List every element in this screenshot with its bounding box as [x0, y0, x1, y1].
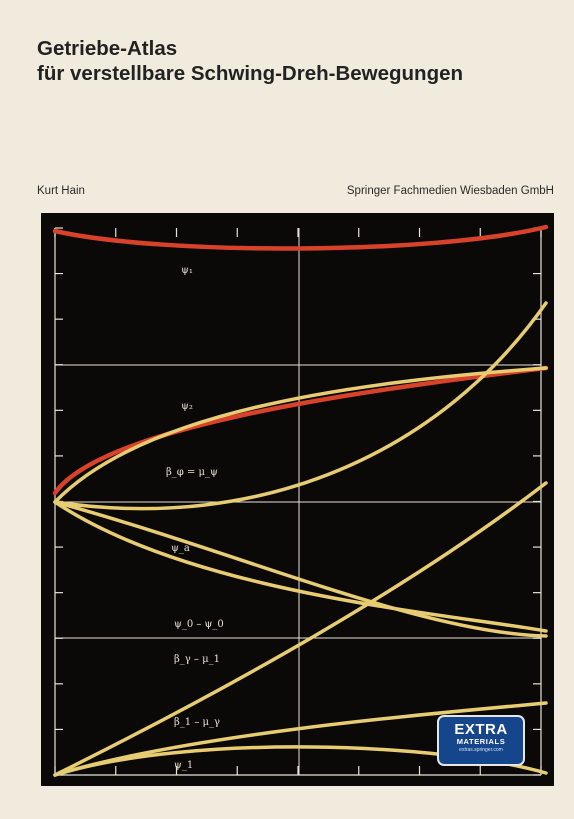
publisher-name: Springer Fachmedien Wiesbaden GmbH: [347, 185, 554, 197]
curve-label-2: ψ₂: [181, 401, 193, 412]
curve-label-1: ψ₁: [181, 265, 193, 276]
curve-diagram: ψ₁ ψ₂ β_φ = μ_ψ ψ_a ψ_0 – ψ_0 β_γ – μ_1 …: [41, 213, 554, 786]
grid-lines: [55, 228, 541, 775]
curve-labels: ψ₁ ψ₂ β_φ = μ_ψ ψ_a ψ_0 – ψ_0 β_γ – μ_1 …: [166, 265, 224, 771]
curve-label-5: ψ_0 – ψ_0: [174, 619, 224, 630]
badge-url: extras.springer.com: [439, 746, 523, 754]
title-line-1: Getriebe-Atlas: [37, 36, 463, 61]
extra-materials-badge[interactable]: EXTRA MATERIALS extras.springer.com: [437, 715, 525, 766]
yellow-curve-3: [55, 502, 546, 631]
title-line-2: für verstellbare Schwing-Dreh-Bewegungen: [37, 61, 463, 86]
curve-label-6: β_γ – μ_1: [174, 654, 220, 665]
curve-label-7: β_1 – μ_γ: [174, 717, 220, 728]
curve-label-8: ψ_1: [174, 760, 193, 771]
badge-line-1: EXTRA: [439, 722, 523, 737]
red-curve-top: [55, 227, 546, 249]
curves: [55, 227, 546, 775]
yellow-curve-4: [55, 502, 546, 636]
curve-label-4: ψ_a: [171, 543, 190, 554]
book-title: Getriebe-Atlas für verstellbare Schwing-…: [37, 36, 463, 86]
curve-label-3: β_φ = μ_ψ: [166, 467, 218, 478]
badge-line-2: MATERIALS: [439, 737, 523, 746]
author-name: Kurt Hain: [37, 185, 85, 197]
